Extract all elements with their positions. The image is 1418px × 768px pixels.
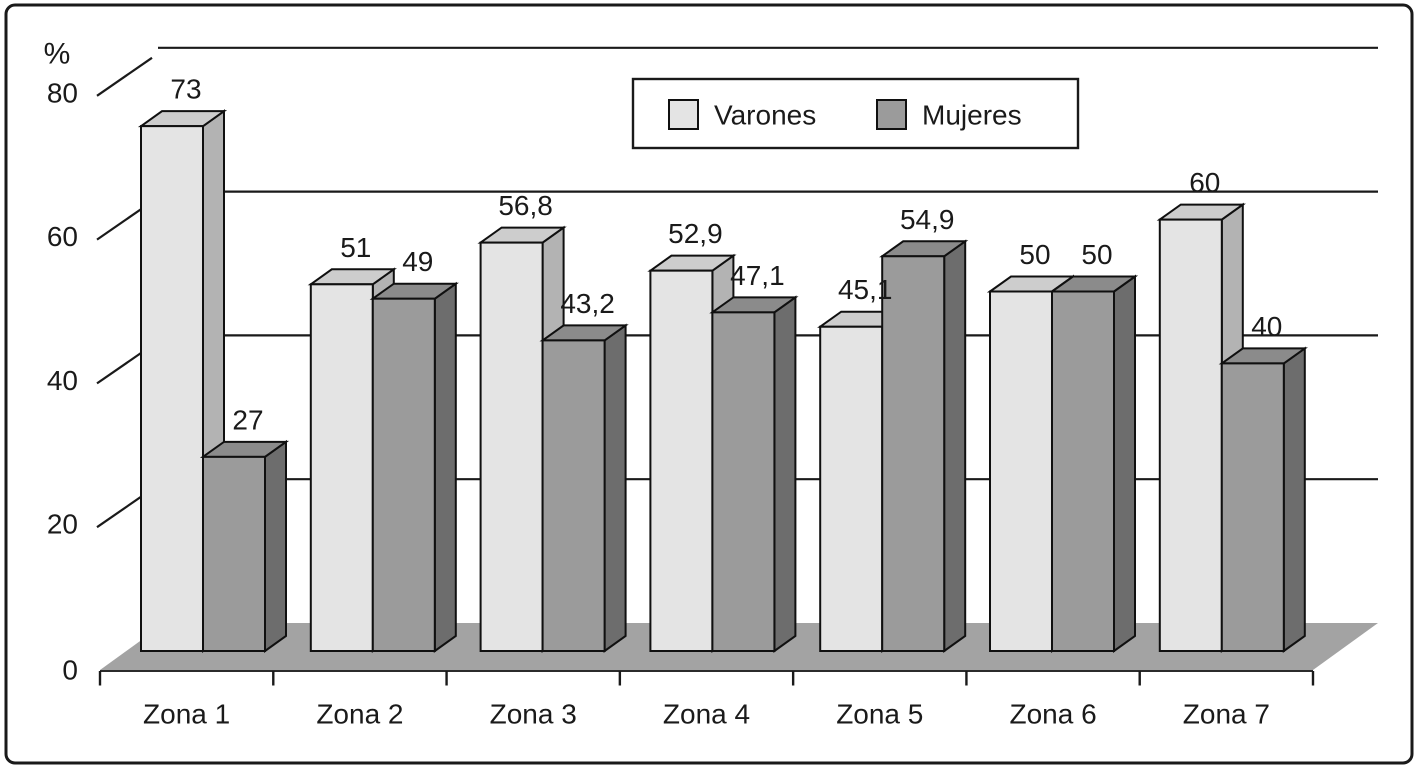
y-axis-tick-80 bbox=[96, 56, 153, 97]
bar-mujeres-zona-1-front bbox=[202, 455, 266, 652]
value-label-mujeres-zona-5: 54,9 bbox=[900, 204, 955, 235]
y-tick-label-40: 40 bbox=[47, 365, 78, 396]
bar-mujeres-zona-4-front bbox=[711, 311, 776, 652]
value-label-mujeres-zona-2: 49 bbox=[402, 246, 433, 277]
y-tick-label-80: 80 bbox=[47, 77, 78, 108]
bar-mujeres-zona-5-front bbox=[881, 255, 946, 652]
y-tick-label-20: 20 bbox=[47, 509, 78, 540]
x-category-label-1: Zona 1 bbox=[143, 699, 230, 730]
bar-mujeres-zona-6-front bbox=[1051, 290, 1115, 652]
bar-varones-zona-3-front bbox=[479, 241, 544, 652]
bar-mujeres-zona-2-side bbox=[433, 281, 457, 653]
legend-label-mujeres: Mujeres bbox=[922, 100, 1022, 131]
value-label-varones-zona-7: 60 bbox=[1189, 167, 1220, 198]
value-label-varones-zona-2: 51 bbox=[340, 232, 371, 263]
value-label-mujeres-zona-7: 40 bbox=[1251, 311, 1282, 342]
bar-mujeres-zona-5-side bbox=[943, 239, 967, 653]
y-axis-title: % bbox=[44, 38, 71, 71]
bar-mujeres-zona-7-side bbox=[1282, 346, 1306, 653]
x-category-label-4: Zona 4 bbox=[663, 699, 750, 730]
value-label-varones-zona-4: 52,9 bbox=[668, 218, 723, 249]
bar-varones-zona-7-front bbox=[1158, 218, 1223, 652]
legend-swatch-varones bbox=[668, 99, 699, 130]
value-label-mujeres-zona-6: 50 bbox=[1081, 239, 1112, 270]
x-category-label-5: Zona 5 bbox=[836, 699, 923, 730]
bar-mujeres-zona-3-front bbox=[541, 339, 606, 652]
value-label-mujeres-zona-4: 47,1 bbox=[730, 260, 785, 291]
x-category-label-3: Zona 3 bbox=[490, 699, 577, 730]
value-label-varones-zona-5: 45,1 bbox=[838, 274, 893, 305]
bar-varones-zona-5-front bbox=[819, 325, 884, 652]
bar-varones-zona-2-front bbox=[309, 283, 374, 652]
bar-mujeres-zona-3-side bbox=[603, 323, 627, 653]
legend-box bbox=[631, 77, 1080, 150]
bar-mujeres-zona-4-side bbox=[773, 295, 797, 653]
bar-mujeres-zona-1-side bbox=[264, 439, 287, 653]
bar-mujeres-zona-7-front bbox=[1220, 362, 1285, 652]
value-label-varones-zona-6: 50 bbox=[1019, 239, 1050, 270]
bar-varones-zona-1-front bbox=[140, 125, 204, 652]
bar-mujeres-zona-6-side bbox=[1113, 274, 1136, 653]
bar-varones-zona-6-front bbox=[989, 290, 1053, 652]
legend-label-varones: Varones bbox=[714, 100, 816, 131]
bar-mujeres-zona-2-front bbox=[371, 297, 436, 652]
value-label-varones-zona-3: 56,8 bbox=[498, 190, 553, 221]
value-label-varones-zona-1: 73 bbox=[170, 74, 201, 105]
y-tick-label-0: 0 bbox=[62, 655, 78, 686]
value-label-mujeres-zona-1: 27 bbox=[232, 404, 263, 435]
x-category-label-6: Zona 6 bbox=[1009, 699, 1096, 730]
y-tick-label-60: 60 bbox=[47, 221, 78, 252]
x-category-label-2: Zona 2 bbox=[316, 699, 403, 730]
value-label-mujeres-zona-3: 43,2 bbox=[560, 288, 615, 319]
legend-swatch-mujeres bbox=[876, 99, 907, 130]
x-category-label-7: Zona 7 bbox=[1183, 699, 1270, 730]
bar-varones-zona-4-front bbox=[649, 269, 714, 652]
